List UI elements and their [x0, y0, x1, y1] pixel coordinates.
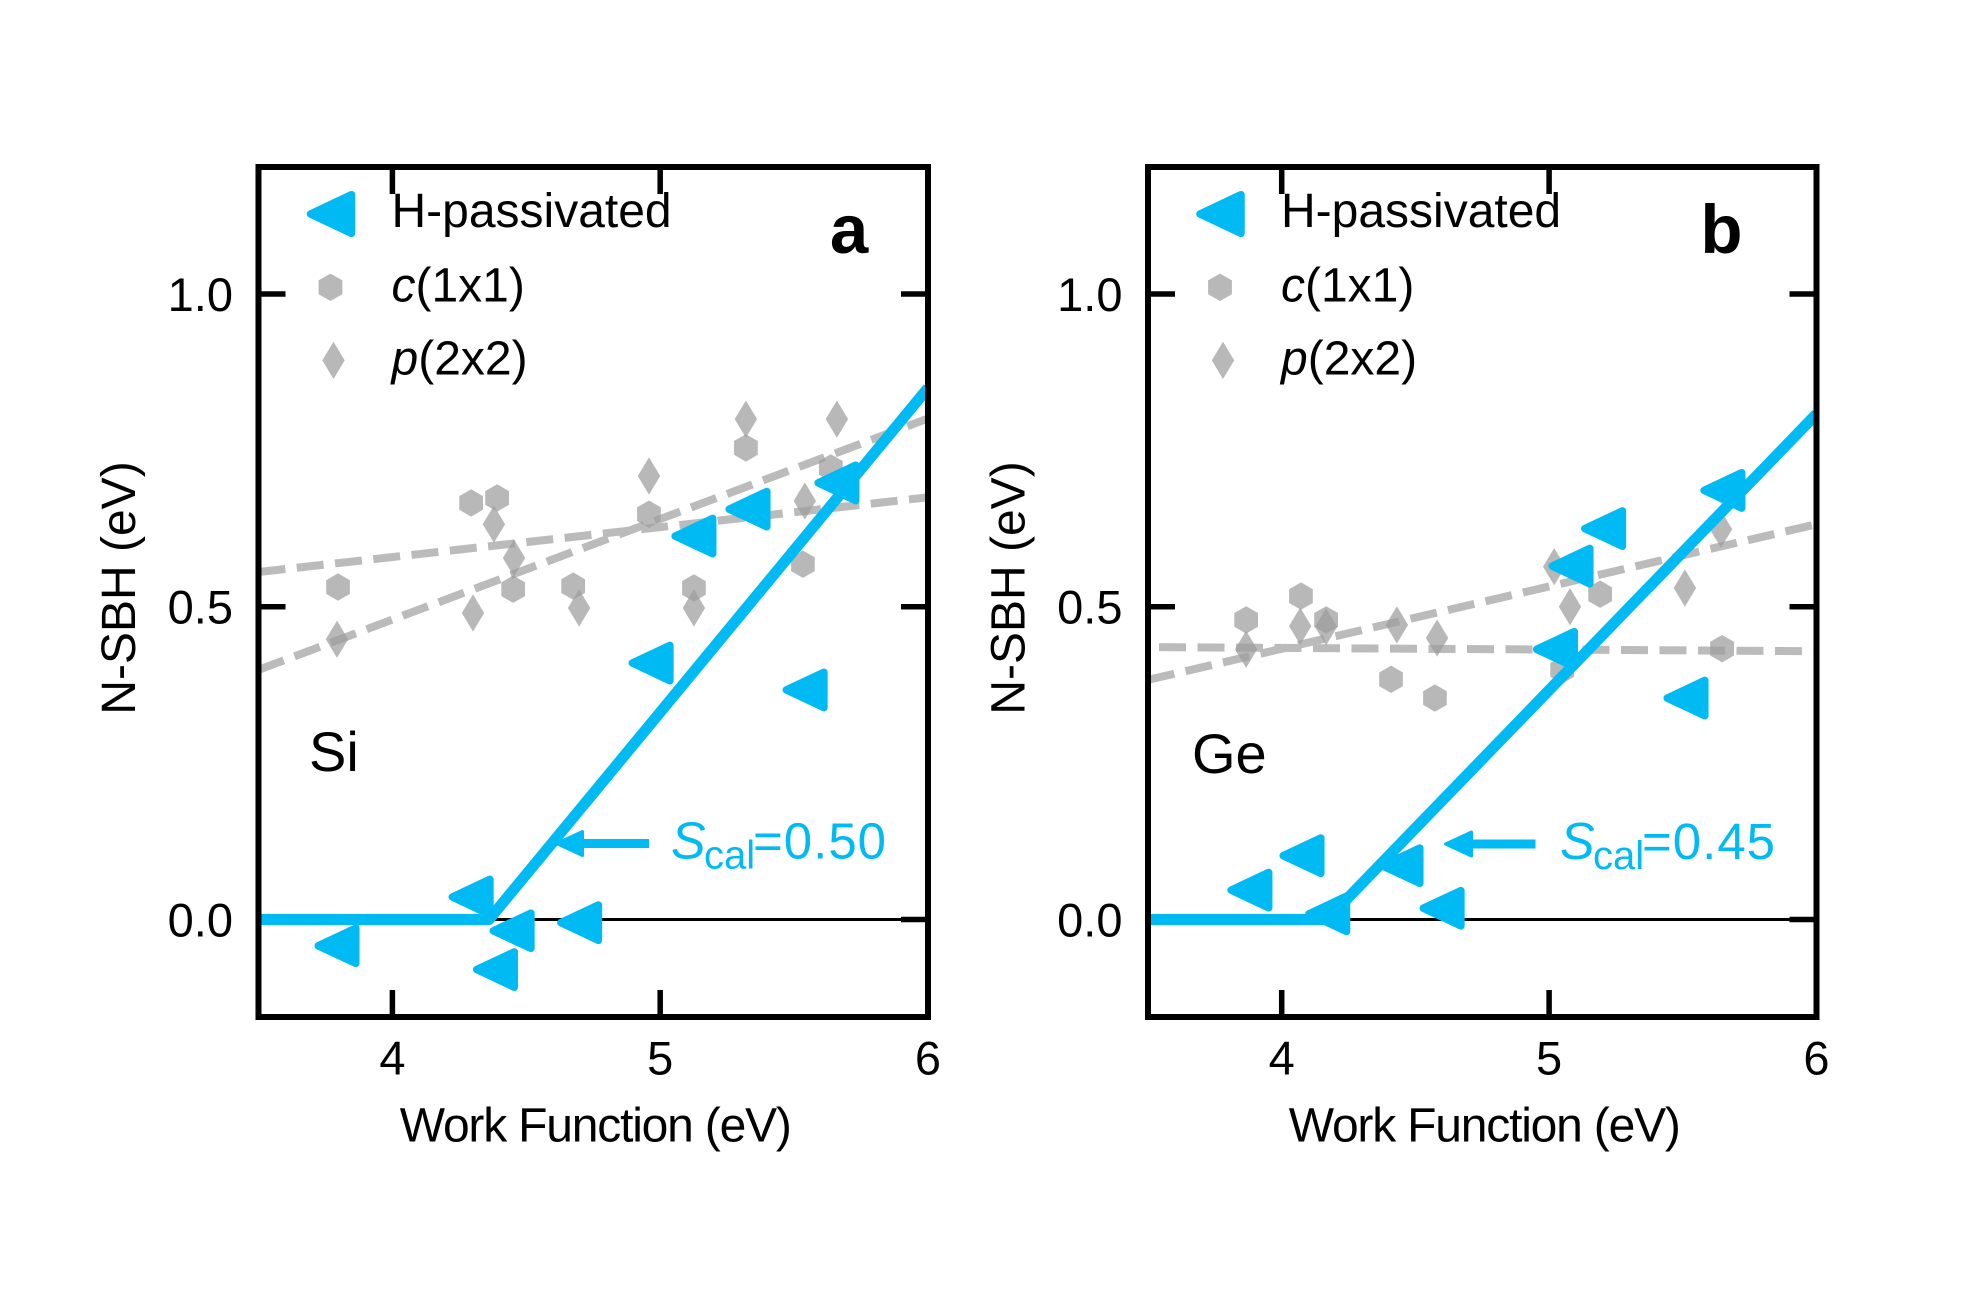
svg-text:cal: cal — [704, 834, 755, 878]
svg-text:c(1x1): c(1x1) — [392, 260, 525, 313]
svg-text:1.0: 1.0 — [1057, 268, 1122, 321]
svg-text:Ge: Ge — [1192, 722, 1267, 785]
svg-text:=0.45: =0.45 — [1642, 813, 1776, 870]
svg-text:p(2x2): p(2x2) — [390, 333, 528, 386]
svg-text:Work Function (eV): Work Function (eV) — [400, 1100, 791, 1153]
svg-text:Si: Si — [309, 720, 359, 783]
svg-text:b: b — [1700, 191, 1742, 268]
svg-text:H-passivated: H-passivated — [392, 185, 672, 238]
svg-text:a: a — [830, 191, 869, 268]
svg-text:c(1x1): c(1x1) — [1281, 260, 1414, 313]
svg-text:5: 5 — [647, 1031, 673, 1084]
svg-text:0.0: 0.0 — [1057, 893, 1122, 946]
svg-text:0.5: 0.5 — [168, 581, 233, 634]
svg-text:=0.50: =0.50 — [753, 813, 887, 870]
svg-text:N-SBH (eV): N-SBH (eV) — [983, 461, 1036, 714]
svg-text:6: 6 — [1803, 1031, 1829, 1084]
svg-text:0.0: 0.0 — [168, 893, 233, 946]
svg-text:4: 4 — [1269, 1031, 1295, 1084]
svg-text:Work Function (eV): Work Function (eV) — [1289, 1100, 1680, 1153]
svg-text:0.5: 0.5 — [1057, 581, 1122, 634]
svg-text:N-SBH (eV): N-SBH (eV) — [93, 461, 146, 714]
svg-text:6: 6 — [915, 1031, 941, 1084]
svg-text:S: S — [671, 813, 706, 871]
svg-text:4: 4 — [379, 1031, 405, 1084]
svg-text:H-passivated: H-passivated — [1281, 185, 1561, 238]
svg-text:5: 5 — [1536, 1031, 1562, 1084]
svg-text:1.0: 1.0 — [168, 268, 233, 321]
svg-text:S: S — [1560, 813, 1595, 871]
svg-text:cal: cal — [1593, 834, 1644, 878]
svg-text:p(2x2): p(2x2) — [1279, 333, 1417, 386]
